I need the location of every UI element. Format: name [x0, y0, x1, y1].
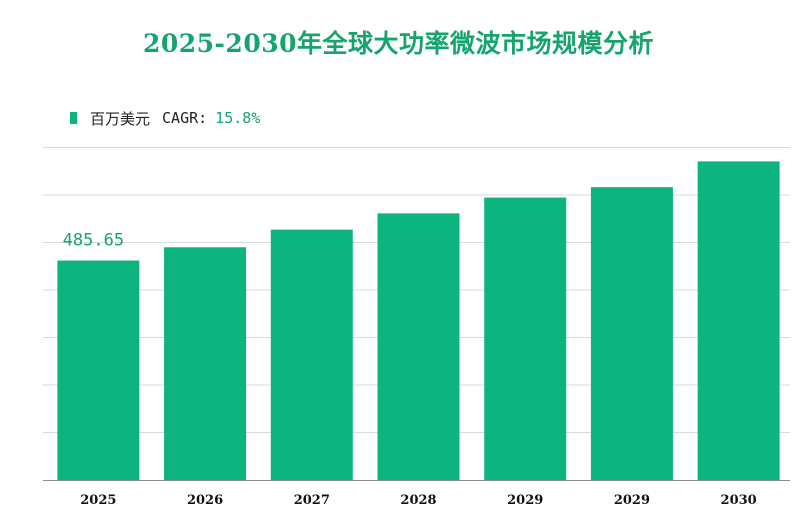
- bar: [697, 161, 780, 481]
- x-tick-labels: 2025 2026 2027 2028 2029 2029 2030: [80, 493, 756, 508]
- x-tick-label: 2025: [80, 493, 116, 508]
- bar: [377, 213, 460, 481]
- bar: [270, 229, 353, 480]
- bar: [590, 187, 673, 480]
- cagr-value: 15.8%: [215, 109, 261, 127]
- bar: [164, 247, 247, 480]
- x-tick-label: 2029: [507, 493, 543, 508]
- data-label: 485.65: [63, 231, 124, 251]
- legend: 百万美元 CAGR: 15.8%: [70, 106, 260, 130]
- chart-title: 2025-2030年全球大功率微波市场规模分析: [142, 29, 655, 58]
- x-tick-label: 2026: [187, 493, 223, 508]
- legend-swatch: [70, 112, 77, 124]
- x-tick-label: 2029: [614, 493, 650, 508]
- x-tick-label: 2028: [400, 493, 436, 508]
- data-labels: 485.65: [63, 231, 124, 251]
- bars: [57, 161, 780, 481]
- legend-series-name: 百万美元: [90, 109, 151, 128]
- cagr-label: CAGR:: [162, 109, 208, 127]
- bar: [57, 260, 140, 480]
- x-tick-label: 2027: [294, 493, 330, 508]
- bar: [484, 197, 567, 481]
- x-tick-label: 2030: [721, 493, 757, 508]
